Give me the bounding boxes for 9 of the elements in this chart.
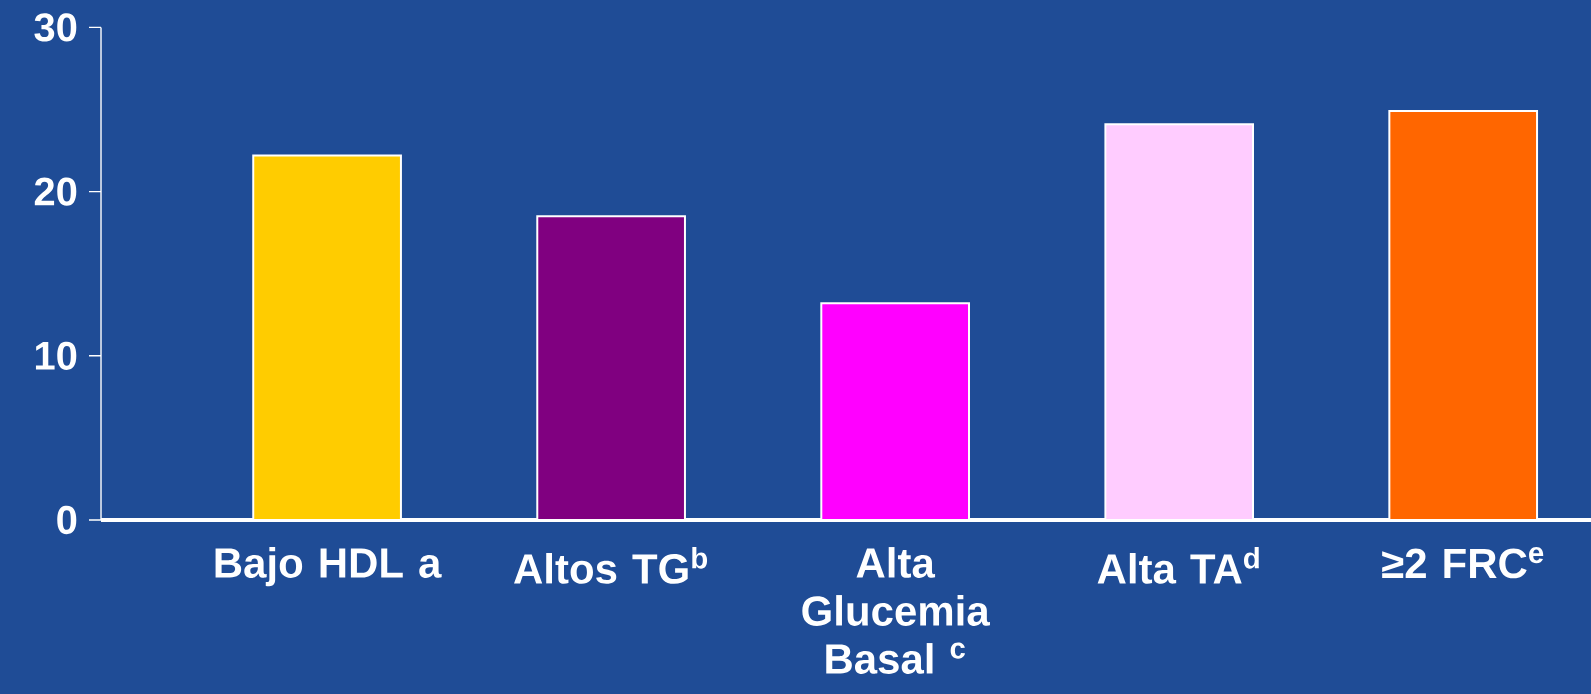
y-tick-label: 10 (35, 341, 77, 370)
x-tick-label: Altos TG$^{b}$ (514, 547, 708, 584)
x-tick-label: Bajo HDL a (215, 547, 442, 587)
y-tick-label: 30 (34, 13, 77, 42)
y-tick-label: 0 (57, 505, 77, 535)
x-tick-label: Alta Glucemia Basal $^{c}$ (802, 547, 990, 674)
y-tick-label: 20 (34, 177, 77, 206)
x-tick-label: ≥2 FRC$^{e}$ (1382, 547, 1544, 579)
x-tick-label: Alta TA$^{d}$ (1097, 547, 1259, 584)
